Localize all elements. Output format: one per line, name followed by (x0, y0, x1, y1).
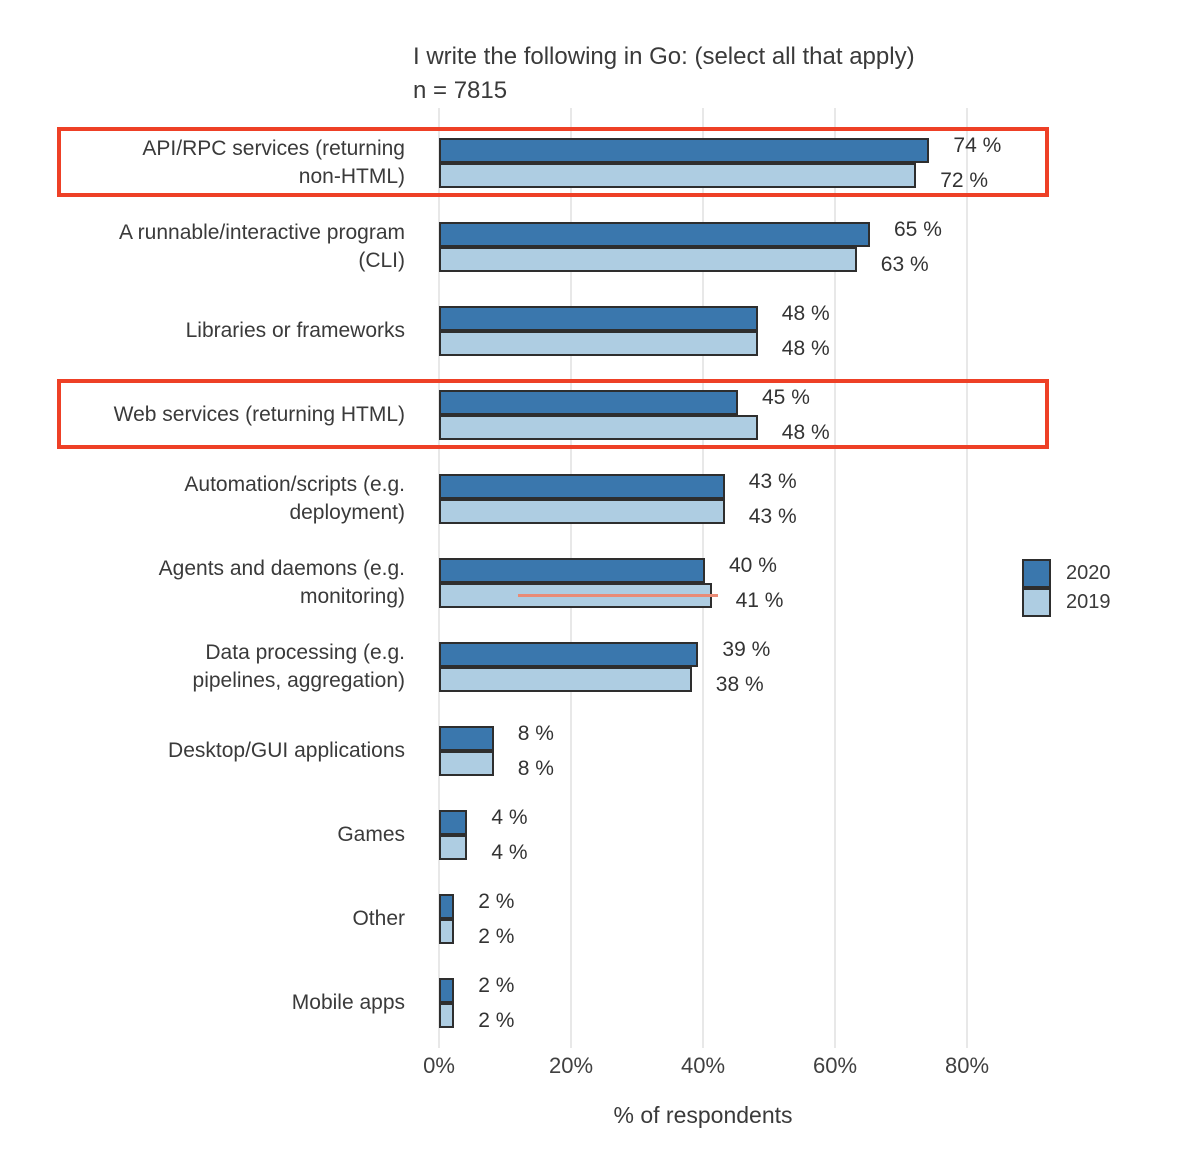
bar-2019 (439, 415, 758, 440)
x-tick-label: 60% (812, 1053, 858, 1078)
chart-header: I write the following in Go: (select all… (413, 40, 915, 108)
category-label-line: Libraries or frameworks (185, 319, 405, 342)
bar-2019 (439, 667, 692, 692)
bar-2019 (439, 499, 725, 524)
value-label-2020: 2 % (478, 890, 515, 913)
bar-2020 (439, 894, 454, 919)
category-label-line: Data processing (e.g. (205, 641, 405, 664)
legend-item-2019: 2019 (1022, 588, 1111, 617)
x-tick-label: 0% (423, 1053, 455, 1078)
bar-2020 (439, 726, 494, 751)
chart-subtitle: n = 7815 (413, 77, 508, 104)
category-label: Data processing (e.g. pipelines, aggregat… (0, 639, 405, 695)
value-label-2019: 38 % (715, 673, 764, 696)
value-label-2020: 45 % (762, 386, 810, 409)
value-label-2020: 8 % (517, 722, 554, 745)
category-label: Agents and daemons (e.g. monitoring) (0, 555, 405, 611)
category-label: Other (0, 905, 405, 933)
category-label-line: monitoring) (299, 585, 405, 608)
value-label-2020: 2 % (478, 974, 515, 997)
bar-2020 (439, 642, 698, 667)
value-label-2019: 41 % (735, 589, 784, 612)
value-label-2020: 39 % (722, 638, 771, 661)
legend-swatch-2019 (1022, 588, 1051, 617)
bar-2020 (439, 306, 758, 331)
category-label-line: Other (352, 907, 405, 930)
value-label-2019: 8 % (517, 757, 554, 780)
legend: 2020 2019 (1022, 559, 1111, 617)
bar-2019 (439, 247, 857, 272)
value-label-2020: 74 % (953, 134, 1002, 157)
category-label: Automation/scripts (e.g. deployment) (0, 471, 405, 527)
value-label-2020: 65 % (894, 218, 942, 241)
category-label-line: Desktop/GUI applications (168, 739, 405, 762)
category-label-line: (CLI) (358, 249, 405, 272)
category-label: Desktop/GUI applications (0, 737, 405, 765)
chart-title: I write the following in Go: (select all… (413, 43, 915, 70)
value-label-2019: 63 % (880, 253, 929, 276)
x-tick-label: 80% (944, 1053, 990, 1078)
bar-2020 (439, 138, 929, 163)
category-label-line: Games (337, 823, 405, 846)
category-label-line: non-HTML) (298, 165, 405, 188)
gridline-60% (834, 108, 836, 1048)
category-label-line: Agents and daemons (e.g. (158, 557, 405, 580)
category-label: Web services (returning HTML) (0, 401, 405, 429)
category-label: Mobile apps (0, 989, 405, 1017)
bar-2019 (439, 835, 467, 860)
bar-2019 (439, 163, 916, 188)
value-label-2019: 43 % (748, 505, 797, 528)
category-label-line: A runnable/interactive program (119, 221, 405, 244)
bar-2020 (439, 474, 725, 499)
category-label: Libraries or frameworks (0, 317, 405, 345)
legend-label: 2020 (1066, 562, 1111, 584)
highlight-box (57, 379, 1049, 449)
category-label: A runnable/interactive program (CLI) (0, 219, 405, 275)
value-label-2019: 2 % (478, 1009, 515, 1032)
x-tick-label: 40% (680, 1053, 726, 1078)
value-label-2020: 40 % (729, 554, 777, 577)
x-axis-title: % of respondents (613, 1102, 793, 1128)
value-label-2019: 48 % (781, 337, 830, 360)
value-label-2020: 48 % (781, 302, 830, 325)
strike-line (518, 594, 719, 597)
category-label-line: pipelines, aggregation) (192, 669, 405, 692)
category-label-line: Automation/scripts (e.g. (184, 473, 405, 496)
legend-label: 2019 (1066, 591, 1111, 613)
legend-swatch-2020 (1022, 559, 1051, 588)
bar-2020 (439, 222, 870, 247)
bar-2020 (439, 558, 705, 583)
value-label-2019: 48 % (781, 421, 830, 444)
category-label-line: Web services (returning HTML) (113, 403, 405, 426)
value-label-2019: 2 % (478, 925, 515, 948)
bar-2020 (439, 390, 738, 415)
bar-2019 (439, 919, 454, 944)
category-label-line: Mobile apps (291, 991, 405, 1014)
category-label: Games (0, 821, 405, 849)
value-label-2020: 4 % (491, 806, 528, 829)
bar-2019 (439, 751, 494, 776)
x-tick-label: 20% (548, 1053, 594, 1078)
value-label-2020: 43 % (748, 470, 797, 493)
bar-2019 (439, 331, 758, 356)
legend-item-2020: 2020 (1022, 559, 1111, 588)
category-label-line: API/RPC services (returning (142, 137, 405, 160)
value-label-2019: 72 % (940, 169, 989, 192)
bar-2020 (439, 810, 467, 835)
highlight-box (57, 127, 1049, 197)
bar-2019 (439, 1003, 454, 1028)
bar-2020 (439, 978, 454, 1003)
category-label-line: deployment) (289, 501, 405, 524)
category-label: API/RPC services (returning non-HTML) (0, 135, 405, 191)
value-label-2019: 4 % (491, 841, 528, 864)
gridline-80% (966, 108, 968, 1048)
